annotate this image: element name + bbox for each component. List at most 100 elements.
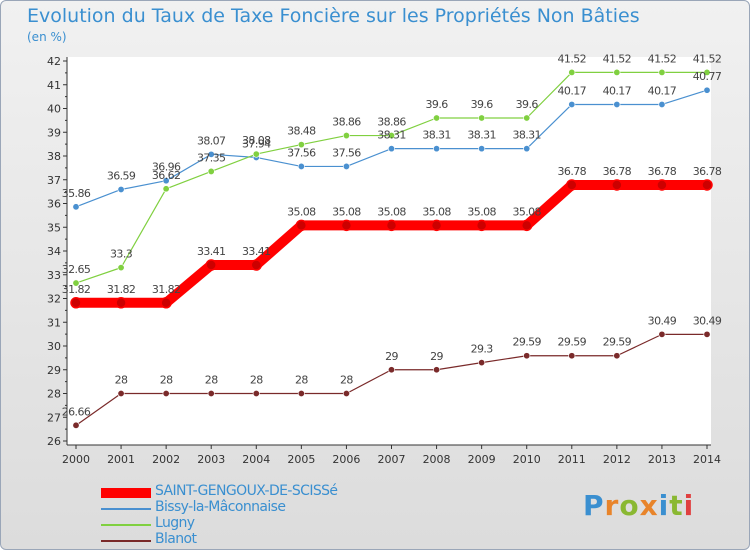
y-tick-label: 28: [47, 388, 61, 401]
data-point: [478, 114, 486, 122]
data-point: [613, 100, 621, 108]
legend-swatch: [101, 488, 151, 498]
data-point: [430, 219, 443, 232]
data-point: [658, 100, 666, 108]
data-point: [387, 145, 395, 153]
data-point: [568, 352, 576, 360]
logo-letter: r: [604, 489, 620, 522]
y-tick-label: 42: [47, 55, 61, 68]
data-label: 37.35: [197, 151, 226, 164]
y-tick-label: 33: [47, 269, 61, 282]
legend-label: Blanot: [155, 531, 197, 547]
data-label: 39.6: [426, 98, 449, 111]
logo-letter: o: [619, 489, 640, 522]
data-label: 28: [115, 374, 128, 387]
y-tick-label: 37: [47, 174, 61, 187]
data-point: [342, 389, 350, 397]
x-tick-label: 2008: [423, 453, 451, 466]
x-tick-label: 2012: [603, 453, 631, 466]
data-label: 41.52: [558, 52, 587, 65]
data-label: 29.59: [558, 336, 587, 349]
x-tick-label: 2001: [107, 453, 135, 466]
data-point: [385, 219, 398, 232]
data-label: 36.78: [603, 165, 632, 178]
x-tick-label: 2010: [513, 453, 541, 466]
y-tick-label: 38: [47, 150, 61, 163]
legend-label: Bissy-la-Mâconnaise: [155, 499, 286, 515]
data-point: [252, 150, 260, 158]
x-tick-label: 2011: [558, 453, 586, 466]
data-label: 36.78: [558, 165, 587, 178]
data-point: [205, 259, 217, 271]
data-label: 35.08: [377, 205, 406, 218]
data-label: 30.49: [693, 314, 722, 327]
data-point: [566, 179, 578, 191]
data-point: [70, 297, 82, 309]
data-label: 28: [295, 374, 308, 387]
data-point: [433, 145, 441, 153]
proxiti-logo: Proxiti: [583, 489, 694, 522]
x-tick-label: 2013: [648, 453, 676, 466]
y-tick-label: 31: [47, 316, 61, 329]
data-point: [162, 389, 170, 397]
data-label: 36.62: [152, 169, 181, 182]
data-label: 35.08: [467, 205, 496, 218]
y-tick-label: 29: [47, 364, 61, 377]
x-tick-label: 2005: [287, 453, 315, 466]
data-label: 28: [340, 374, 353, 387]
data-point: [207, 167, 215, 175]
data-label: 38.31: [467, 129, 496, 142]
data-point: [207, 150, 215, 158]
data-label: 41.52: [603, 52, 632, 65]
data-label: 26.66: [62, 405, 91, 418]
y-tick-label: 27: [47, 411, 61, 424]
y-tick-label: 40: [47, 103, 61, 116]
data-point: [160, 297, 172, 309]
x-tick-label: 2014: [693, 453, 721, 466]
data-label: 38.31: [377, 129, 406, 142]
data-label: 38.86: [377, 116, 406, 129]
data-point: [611, 179, 623, 191]
data-label: 33.41: [242, 245, 271, 258]
data-label: 30.49: [648, 314, 677, 327]
data-label: 37.94: [242, 137, 271, 150]
x-tick-label: 2002: [152, 453, 180, 466]
x-tick-label: 2009: [468, 453, 496, 466]
data-label: 28: [160, 374, 173, 387]
data-label: 36.96: [152, 161, 181, 174]
data-label: 31.82: [62, 283, 91, 296]
data-point: [162, 185, 170, 193]
x-tick-label: 2000: [62, 453, 90, 466]
data-label: 33.41: [197, 245, 226, 258]
data-point: [703, 86, 711, 94]
data-label: 29: [385, 350, 398, 363]
data-point: [250, 259, 263, 271]
data-point: [568, 100, 576, 108]
data-label: 36.78: [693, 165, 722, 178]
data-point: [523, 114, 531, 122]
data-label: 40.17: [558, 84, 587, 97]
data-label: 35.86: [62, 187, 91, 200]
data-point: [433, 114, 441, 122]
logo-letter: i: [658, 489, 670, 522]
logo-letter: t: [669, 489, 684, 522]
data-label: 39.6: [471, 98, 494, 111]
y-tick-label: 34: [47, 245, 61, 258]
data-point: [613, 352, 621, 360]
y-tick-label: 32: [47, 293, 61, 306]
data-point: [658, 68, 666, 76]
data-label: 36.78: [648, 165, 677, 178]
legend-swatch: [101, 524, 151, 526]
data-point: [478, 359, 486, 367]
data-point: [475, 219, 488, 232]
data-label: 38.48: [287, 125, 316, 138]
data-point: [72, 279, 80, 287]
data-point: [342, 132, 350, 140]
data-point: [387, 366, 395, 374]
data-point: [568, 68, 576, 76]
data-label: 37.56: [287, 146, 316, 159]
chart-title: Evolution du Taux de Taxe Foncière sur l…: [27, 5, 640, 27]
data-label: 40.77: [693, 70, 722, 83]
data-point: [117, 389, 125, 397]
